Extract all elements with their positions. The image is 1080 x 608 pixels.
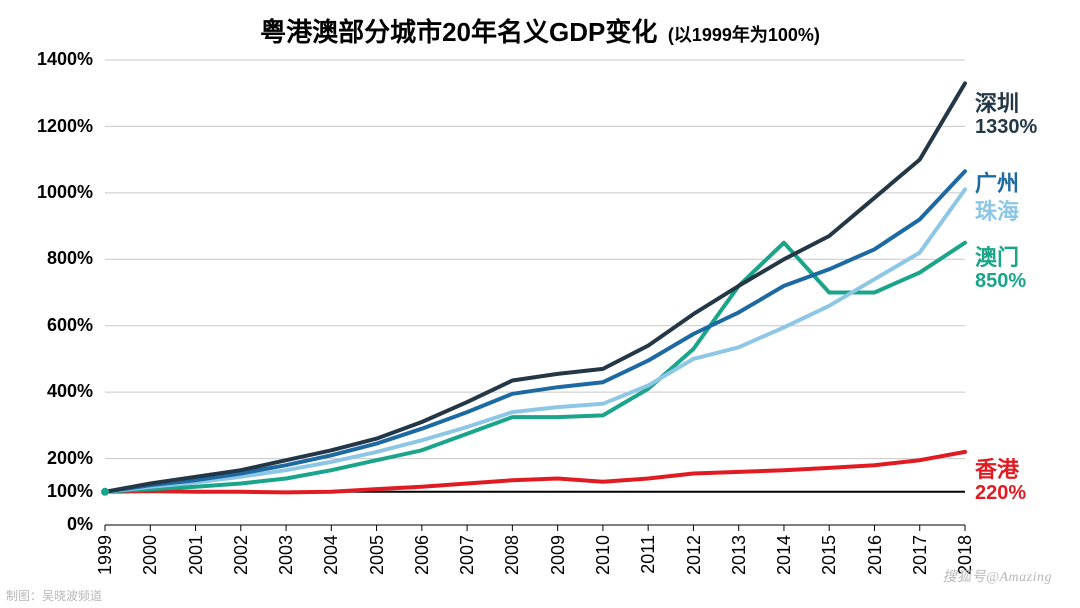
x-tick-label: 2006	[412, 535, 433, 575]
series-label-guangzhou: 广州	[975, 172, 1019, 196]
x-tick-label: 2005	[367, 535, 388, 575]
x-tick-label: 2007	[457, 535, 478, 575]
series-label-name: 珠海	[975, 200, 1019, 224]
y-tick-label: 600%	[0, 315, 93, 336]
y-tick-label: 1000%	[0, 182, 93, 203]
series-label-name: 澳门	[975, 246, 1026, 270]
series-label-value: 1330%	[975, 116, 1037, 138]
series-label-shenzhen: 深圳1330%	[975, 92, 1037, 138]
series-label-name: 深圳	[975, 92, 1037, 116]
y-tick-label: 800%	[0, 248, 93, 269]
y-tick-label: 400%	[0, 381, 93, 402]
chart-container: 粤港澳部分城市20年名义GDP变化 (以1999年为100%) 0%100%20…	[0, 0, 1080, 608]
x-tick-label: 2003	[276, 535, 297, 575]
x-tick-label: 2009	[548, 535, 569, 575]
x-tick-label: 2015	[819, 535, 840, 575]
x-tick-label: 2001	[186, 535, 207, 575]
x-tick-label: 2016	[865, 535, 886, 575]
series-label-name: 香港	[975, 458, 1026, 482]
credit-text: 制图：吴晓波频道	[6, 587, 102, 604]
watermark-text: 搜狐号@Amazing	[943, 566, 1052, 586]
x-tick-label: 2012	[684, 535, 705, 575]
x-tick-label: 2017	[910, 535, 931, 575]
y-tick-label: 100%	[0, 481, 93, 502]
x-tick-label: 2014	[774, 535, 795, 575]
x-tick-label: 2013	[729, 535, 750, 575]
series-line-shenzhen	[105, 83, 965, 492]
x-tick-label: 1999	[95, 535, 116, 575]
y-tick-label: 1400%	[0, 49, 93, 70]
x-tick-label: 2008	[502, 535, 523, 575]
chart-svg	[0, 0, 1080, 608]
series-label-value: 850%	[975, 270, 1026, 292]
x-tick-label: 2000	[140, 535, 161, 575]
series-label-hongkong: 香港220%	[975, 458, 1026, 504]
y-tick-label: 200%	[0, 448, 93, 469]
y-tick-label: 1200%	[0, 116, 93, 137]
series-label-name: 广州	[975, 172, 1019, 196]
series-label-zhuhai: 珠海	[975, 200, 1019, 224]
x-tick-label: 2010	[593, 535, 614, 575]
series-label-value: 220%	[975, 482, 1026, 504]
x-tick-label: 2004	[321, 535, 342, 575]
x-tick-label: 2011	[638, 535, 659, 574]
series-line-macau	[105, 243, 965, 492]
y-tick-label: 0%	[0, 514, 93, 535]
series-label-macau: 澳门850%	[975, 246, 1026, 292]
series-line-zhuhai	[105, 190, 965, 492]
start-marker	[101, 488, 109, 496]
x-tick-label: 2002	[231, 535, 252, 575]
series-line-guangzhou	[105, 171, 965, 492]
